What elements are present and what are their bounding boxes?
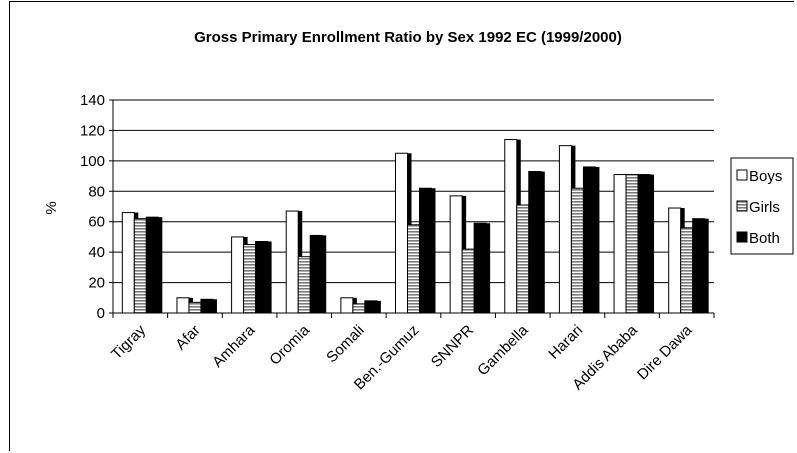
x-tick-label: Gambella	[474, 321, 532, 379]
bar-girls-gambella	[516, 204, 530, 314]
bar-boys-addis-ababa	[613, 174, 627, 314]
bars	[121, 139, 709, 314]
axes	[112, 100, 715, 318]
y-tick-label: 20	[88, 275, 105, 292]
bar-both-addis-ababa	[637, 174, 651, 314]
y-tick-label: 60	[88, 214, 105, 231]
bar-girls-snnpr	[461, 248, 475, 314]
legend-label-both: Both	[749, 230, 780, 247]
bar-boys-oromia	[285, 210, 299, 314]
x-tick-label: Tigray	[108, 321, 149, 362]
bar-boys-afar	[176, 297, 190, 314]
bar-boys-snnpr	[449, 195, 463, 314]
bar-both-amhara	[255, 240, 269, 314]
bar-girls-afar	[188, 301, 202, 314]
y-tick-label: 120	[80, 122, 105, 139]
bar-both-oromia	[309, 234, 323, 314]
bar-both-ben-gumuz	[419, 187, 432, 314]
bar-boys-ben-gumuz	[395, 152, 408, 314]
x-tick-label: Dire Dawa	[634, 321, 696, 383]
bar-both-tigray	[145, 216, 159, 314]
chart-title: Gross Primary Enrollment Ratio by Sex 19…	[194, 29, 622, 46]
x-tick-label: Oromia	[266, 321, 313, 368]
y-tick-label: 0	[97, 305, 105, 322]
legend-label-boys: Boys	[749, 168, 782, 185]
bar-both-harari	[582, 166, 596, 314]
bar-girls-dire-dawa	[680, 227, 694, 314]
chart-frame	[9, 1, 794, 451]
x-tick-label: SNNPR	[428, 322, 477, 371]
bar-girls-amhara	[243, 244, 257, 314]
y-tick-label: 100	[80, 153, 105, 170]
y-tick-labels: 0 20 40 60 80 100 120 140	[80, 92, 105, 322]
bar-boys-harari	[558, 145, 572, 314]
y-tick-label: 40	[88, 244, 105, 261]
x-tick-label: Amhara	[209, 321, 259, 371]
legend: Boys Girls Both	[730, 157, 794, 255]
bar-boys-dire-dawa	[668, 207, 682, 314]
bar-boys-gambella	[504, 139, 518, 314]
y-tick-label: 140	[80, 92, 105, 109]
legend-swatch-girls	[736, 200, 748, 212]
bar-girls-addis-ababa	[625, 174, 639, 314]
bar-girls-somali	[352, 303, 366, 314]
legend-label-girls: Girls	[749, 199, 780, 216]
bar-girls-ben-gumuz	[407, 224, 420, 314]
bar-both-snnpr	[473, 222, 487, 314]
bar-girls-tigray	[133, 218, 147, 314]
bar-boys-somali	[340, 297, 354, 314]
bar-girls-oromia	[297, 256, 311, 314]
bar-boys-tigray	[121, 212, 135, 314]
bar-both-gambella	[528, 171, 542, 314]
bar-both-dire-dawa	[692, 218, 706, 314]
legend-swatch-boys	[736, 169, 748, 181]
bar-girls-harari	[570, 187, 584, 314]
bar-both-afar	[200, 298, 214, 314]
x-tick-label: Somali	[323, 322, 367, 366]
bar-both-somali	[364, 300, 378, 314]
legend-swatch-both	[736, 231, 748, 243]
x-tick-label: Afar	[172, 322, 203, 353]
x-tick-label: Harari	[545, 322, 586, 363]
bar-boys-amhara	[231, 236, 245, 314]
y-tick-label: 80	[88, 183, 105, 200]
y-axis-label: %	[43, 201, 60, 214]
